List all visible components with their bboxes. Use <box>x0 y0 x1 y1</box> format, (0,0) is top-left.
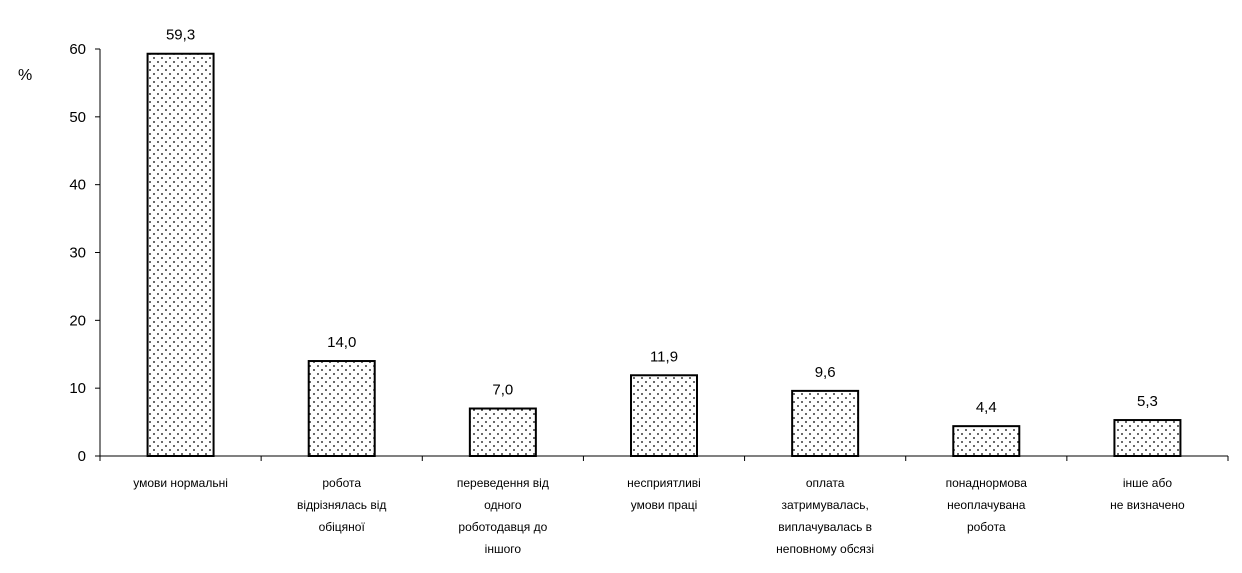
category-label-line: обіцяної <box>319 520 366 534</box>
y-tick-label: 0 <box>78 448 86 465</box>
bar-value-label: 7,0 <box>492 382 513 399</box>
category-label-line: робота <box>967 520 1006 534</box>
labels-layer: 59,3 умови нормальні 14,0 робота відрізнялас… <box>133 27 1185 556</box>
bar-value-label: 4,4 <box>976 399 997 416</box>
category-label: оплата затримувалась, виплачувалась в непов… <box>776 476 874 556</box>
category-label: умови нормальні <box>133 476 228 490</box>
category-label-line: інше або <box>1123 476 1172 490</box>
bar <box>468 407 537 457</box>
y-tick-label: 40 <box>69 177 86 194</box>
bar <box>1113 419 1182 458</box>
category-label-line: умови нормальні <box>133 476 228 490</box>
y-tick-label: 30 <box>69 245 86 262</box>
category-label-line: неоплачувана <box>947 498 1026 512</box>
bar-value-label: 14,0 <box>327 334 356 351</box>
category-label-line: одного <box>484 498 522 512</box>
category-label-line: іншого <box>485 542 522 556</box>
category-label-line: несприятливі <box>627 476 701 490</box>
bar <box>952 425 1021 457</box>
y-tick-label: 50 <box>69 109 86 126</box>
bar-value-label: 59,3 <box>166 27 195 44</box>
category-label-line: оплата <box>806 476 845 490</box>
bars-layer <box>146 52 1182 458</box>
axes-layer: 0 10 20 30 40 50 60% <box>18 41 1229 465</box>
category-label-line: переведення від <box>457 476 549 490</box>
bar <box>307 360 376 457</box>
category-label: понаднормова неоплачувана робота <box>946 476 1028 534</box>
category-label-line: виплачувалась в <box>778 520 872 534</box>
y-tick-label: 20 <box>69 312 86 329</box>
category-label-line: робота <box>322 476 361 490</box>
y-axis-label: % <box>18 67 32 84</box>
category-label-line: неповному обсязі <box>776 542 874 556</box>
category-label-line: роботодавця до <box>458 520 547 534</box>
category-label-line: затримувалась, <box>781 498 868 512</box>
category-label: робота відрізнялась від обіцяної <box>297 476 386 534</box>
category-label-line: не визначено <box>1110 498 1185 512</box>
category-label-line: умови праці <box>631 498 698 512</box>
category-label: несприятливі умови праці <box>627 476 701 512</box>
y-tick-label: 60 <box>69 41 86 58</box>
category-label: інше або не визначено <box>1110 476 1185 512</box>
category-label: переведення від одного роботодавця до іншог… <box>457 476 549 556</box>
bar <box>630 374 698 457</box>
bar-value-label: 9,6 <box>815 364 836 381</box>
category-label-line: відрізнялась від <box>297 498 386 512</box>
bar <box>146 52 215 458</box>
category-label-line: понаднормова <box>946 476 1028 490</box>
bar-value-label: 5,3 <box>1137 393 1158 410</box>
bar <box>791 389 860 458</box>
bar-value-label: 11,9 <box>650 348 678 365</box>
y-tick-label: 10 <box>69 380 86 397</box>
